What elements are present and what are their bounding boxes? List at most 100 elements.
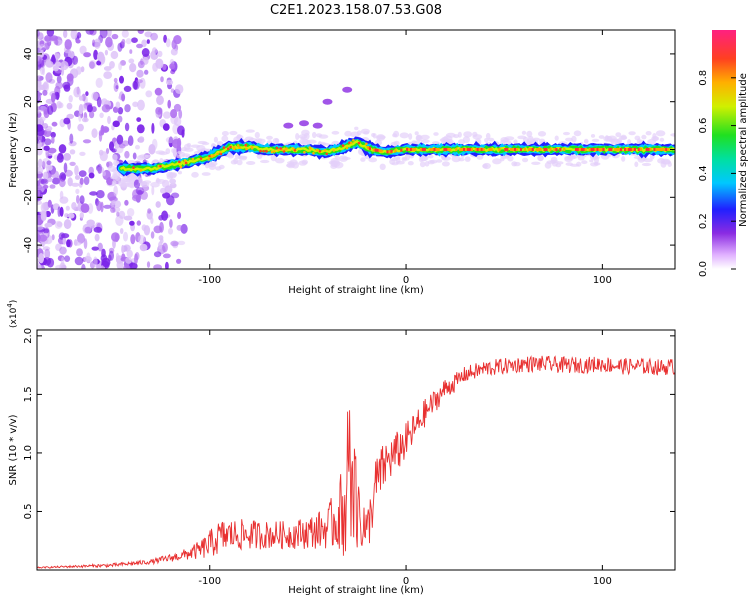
noise-blob — [99, 151, 108, 162]
noise-blob — [170, 48, 178, 56]
haze-blob — [659, 137, 665, 142]
ridge-peak — [616, 148, 619, 151]
haze-blob — [330, 157, 340, 165]
ridge-peak — [488, 148, 491, 151]
haze-blob — [330, 164, 338, 170]
noise-blob — [119, 228, 124, 234]
ridge-peak — [637, 148, 640, 151]
noise-blob — [170, 109, 178, 119]
ridge-peak — [504, 148, 507, 151]
haze-blob — [628, 131, 636, 136]
ridge-peak — [159, 164, 162, 168]
haze-blob — [464, 156, 471, 162]
noise-blob — [178, 109, 183, 119]
haze-blob — [372, 133, 377, 139]
noise-blob — [86, 219, 95, 227]
noise-blob — [147, 208, 152, 214]
haze-blob — [238, 156, 247, 161]
noise-blob — [38, 234, 48, 242]
ridge-peak — [216, 152, 219, 156]
noise-blob — [162, 123, 170, 131]
noise-blob — [68, 212, 75, 219]
haze-blob — [571, 135, 577, 143]
noise-blob — [40, 210, 47, 222]
noise-blob — [103, 66, 112, 71]
noise-blob — [67, 177, 73, 187]
noise-blob — [139, 243, 148, 252]
haze-blob — [634, 135, 641, 141]
ridge-peak — [459, 148, 462, 151]
ridge-peak — [421, 148, 424, 151]
noise-blob — [63, 162, 68, 173]
haze-blob — [591, 156, 600, 160]
colorbar-label: Normalized spectral amplitude — [738, 73, 749, 227]
noise-blob — [92, 39, 96, 47]
noise-blob — [97, 242, 103, 252]
noise-blob — [60, 60, 69, 71]
snr-ytick-label: 2.0 — [23, 328, 34, 344]
ridge-peak — [179, 165, 183, 169]
noise-blob — [99, 112, 104, 119]
noise-blob — [79, 45, 87, 55]
ridge-peak — [139, 169, 143, 172]
haze-blob — [556, 161, 564, 165]
ridge-peak — [545, 148, 548, 151]
noise-blob — [109, 141, 114, 151]
noise-blob — [75, 39, 81, 44]
spectrogram-ytick-label: 20 — [23, 95, 34, 108]
noise-blob — [63, 84, 71, 92]
haze-blob — [171, 148, 177, 154]
noise-blob — [153, 264, 162, 269]
haze-blob — [433, 132, 439, 136]
ridge-peak — [559, 148, 562, 151]
noise-blob — [57, 206, 61, 218]
ridge-peak — [348, 141, 351, 144]
noise-blob — [59, 190, 64, 200]
ridge-peak — [620, 148, 623, 151]
noise-blob — [117, 115, 123, 123]
noise-blob — [56, 154, 64, 163]
noise-blob — [64, 213, 69, 218]
noise-blob — [37, 264, 42, 269]
noise-blob — [47, 165, 53, 171]
haze-blob — [408, 133, 413, 140]
noise-blob — [115, 252, 120, 261]
haze-blob — [168, 173, 175, 177]
noise-blob — [150, 231, 155, 239]
ridge-peak — [429, 148, 432, 151]
haze-blob — [634, 161, 639, 168]
feature-blob — [312, 122, 323, 129]
haze-blob — [143, 180, 152, 184]
spectrogram-ytick-label: -20 — [23, 189, 34, 205]
noise-blob — [162, 192, 171, 199]
ridge-peak — [624, 148, 627, 151]
ridge-peak — [388, 150, 391, 154]
noise-blob — [177, 211, 182, 220]
noise-blob — [59, 246, 67, 255]
ridge-peak — [357, 141, 361, 145]
snr-scale-label: (x104) — [6, 300, 19, 328]
haze-blob — [538, 138, 546, 144]
ridge-peak — [470, 148, 473, 151]
haze-blob — [670, 133, 675, 137]
noise-blob — [89, 191, 98, 196]
haze-blob — [420, 134, 430, 140]
ridge-peak — [639, 148, 642, 151]
ridge-peak — [406, 148, 409, 151]
snr-xtick-label: 100 — [593, 576, 612, 587]
haze-blob — [298, 134, 308, 139]
noise-blob — [132, 152, 137, 160]
ridge-peak — [293, 149, 297, 152]
noise-blob — [136, 79, 143, 84]
noise-blob — [40, 178, 49, 185]
ridge-peak — [303, 150, 306, 154]
ridge-peak — [265, 150, 268, 153]
haze-blob — [584, 138, 589, 144]
noise-blob — [122, 244, 131, 252]
ridge-peak — [580, 148, 583, 151]
noise-blob — [64, 39, 72, 50]
noise-blob — [89, 61, 95, 69]
colorbar-tick-label: 0.0 — [698, 261, 709, 277]
noise-blob — [91, 246, 99, 251]
noise-blob — [50, 131, 56, 138]
